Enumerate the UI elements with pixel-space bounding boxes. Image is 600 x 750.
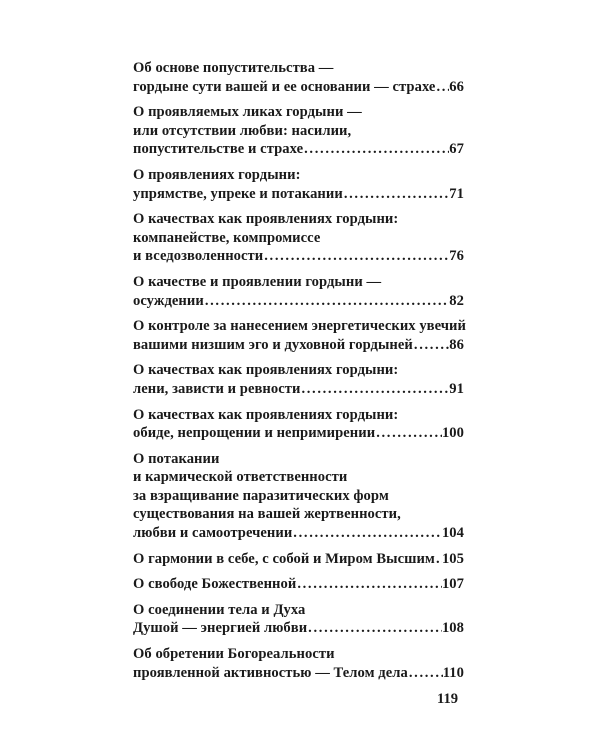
toc-entry-page: 104 <box>441 525 464 542</box>
toc-entry-text: обиде, непрощении и непримирении <box>133 425 376 442</box>
toc-entry-line: О качествах как проявлениях гордыни: <box>133 361 464 380</box>
toc-entry-text: О соединении тела и Духа <box>133 601 306 618</box>
toc-entry-text: существования на вашей жертвенности, <box>133 506 401 523</box>
toc-entry: О соединении тела и Духа Душой — энергией… <box>133 601 464 638</box>
dot-leader <box>413 336 449 355</box>
toc-entry-line: вашими низшим эго и духовной гордыней 86 <box>133 336 464 355</box>
toc-entry-page: 108 <box>441 620 464 637</box>
toc-entry-page: 76 <box>449 248 464 265</box>
toc-entry: О проявлениях гордыни: упрямстве, упреке … <box>133 166 464 203</box>
toc-entry-line: обиде, непрощении и непримирении 100 <box>133 424 464 443</box>
toc-entry-text: гордыне сути вашей и ее основании — стра… <box>133 78 436 95</box>
toc-entry-page: 86 <box>449 336 464 353</box>
toc-entry-page: 82 <box>449 292 464 309</box>
toc-entry-text: О качествах как проявлениях гордыни: <box>133 406 399 423</box>
toc-entry: О качестве и проявлении гордыни — осужден… <box>133 273 464 310</box>
toc-entry-line: О проявлениях гордыни: <box>133 166 464 185</box>
toc-entry: О потакании и кармической ответственности… <box>133 450 464 543</box>
toc-entry-line: существования на вашей жертвенности, <box>133 505 464 524</box>
toc-entry-line: Душой — энергией любви 108 <box>133 619 464 638</box>
toc-entry-text: О свободе Божественной <box>133 576 297 593</box>
toc-entry: О качествах как проявлениях гордыни: обид… <box>133 406 464 443</box>
toc-entry-text: вашими низшим эго и духовной гордыней <box>133 336 413 353</box>
toc-entry-line: осуждении 82 <box>133 292 464 311</box>
toc-entry-line: лени, зависти и ревности 91 <box>133 380 464 399</box>
toc-entry: О качествах как проявлениях гордыни: лени… <box>133 361 464 398</box>
toc-entry-line: и кармической ответственности <box>133 468 464 487</box>
dot-leader <box>408 664 443 683</box>
dot-leader <box>343 185 449 204</box>
toc-entry-line: Об основе попустительства — <box>133 59 464 78</box>
toc-entry-page: 100 <box>441 425 464 442</box>
dot-leader <box>435 78 449 97</box>
toc-entry-text: О гармонии в себе, с собой и Миром Высши… <box>133 550 435 567</box>
table-of-contents: Об основе попустительства — гордыне сути … <box>133 59 466 689</box>
toc-entry-text: О контроле за нанесением энергетических … <box>133 318 466 335</box>
toc-entry-line: Об обретении Богореальности <box>133 645 464 664</box>
toc-entry-line: гордыне сути вашей и ее основании — стра… <box>133 78 464 97</box>
toc-entry-text: проявленной активностью — Телом дела <box>133 664 408 681</box>
toc-entry-text: и вседозволенности <box>133 248 264 265</box>
dot-leader <box>263 247 449 266</box>
toc-entry-line: О качестве и проявлении гордыни — <box>133 273 464 292</box>
toc-entry-line: О контроле за нанесением энергетических … <box>133 317 466 336</box>
toc-entry-page: 107 <box>441 576 464 593</box>
toc-entry-text: осуждении <box>133 292 204 309</box>
toc-entry-text: Об обретении Богореальности <box>133 646 335 663</box>
toc-entry-page: 71 <box>449 185 464 202</box>
dot-leader <box>435 550 442 569</box>
toc-entry-line: О свободе Божественной 107 <box>133 575 464 594</box>
dot-leader <box>296 575 442 594</box>
toc-entry-text: компанействе, компромиссе <box>133 229 321 246</box>
toc-entry-line: О гармонии в себе, с собой и Миром Высши… <box>133 550 464 569</box>
toc-entry-text: лени, зависти и ревности <box>133 380 301 397</box>
dot-leader <box>303 140 449 159</box>
toc-entry-line: любви и самоотречении 104 <box>133 524 464 543</box>
toc-entry-text: любви и самоотречении <box>133 525 293 542</box>
toc-entry-page: 66 <box>449 78 464 95</box>
toc-entry-text: и кармической ответственности <box>133 469 348 486</box>
toc-entry: Об основе попустительства — гордыне сути … <box>133 59 464 96</box>
toc-entry-text: попустительстве и страхе <box>133 141 304 158</box>
toc-entry-text: упрямстве, упреке и потакании <box>133 185 343 202</box>
toc-entry-text: О качестве и проявлении гордыни — <box>133 273 382 290</box>
toc-entry-text: О качествах как проявлениях гордыни: <box>133 211 399 228</box>
toc-entry: Об обретении Богореальности проявленной а… <box>133 645 464 682</box>
toc-entry-line: за взращивание паразитических форм <box>133 487 464 506</box>
toc-entry: О качествах как проявлениях гордыни: комп… <box>133 210 464 266</box>
toc-entry-line: упрямстве, упреке и потакании 71 <box>133 185 464 204</box>
toc-entry-line: О соединении тела и Духа <box>133 601 464 620</box>
toc-entry: О контроле за нанесением энергетических … <box>133 317 466 355</box>
toc-entry-line: О проявляемых ликах гордыни — <box>133 103 464 122</box>
toc-entry-text: О потакании <box>133 450 220 467</box>
toc-entry-line: О качествах как проявлениях гордыни: <box>133 406 464 425</box>
toc-entry-text: О качествах как проявлениях гордыни: <box>133 362 399 379</box>
dot-leader <box>375 424 442 443</box>
dot-leader <box>300 380 449 399</box>
toc-entry-text: О проявляемых ликах гордыни — <box>133 104 362 121</box>
toc-entry-line: О качествах как проявлениях гордыни: <box>133 210 464 229</box>
dot-leader <box>292 524 442 543</box>
dot-leader <box>307 619 442 638</box>
toc-entry-page: 110 <box>442 664 464 681</box>
toc-entry-line: попустительстве и страхе 67 <box>133 140 464 159</box>
toc-entry-text: за взращивание паразитических форм <box>133 487 389 504</box>
toc-entry-page: 67 <box>449 141 464 158</box>
toc-entry-text: или отсутствии любви: насилии, <box>133 122 352 139</box>
toc-entry-line: компанействе, компромиссе <box>133 229 464 248</box>
toc-entry: О свободе Божественной 107 <box>133 575 464 594</box>
toc-entry-text: Об основе попустительства — <box>133 60 334 76</box>
toc-entry: О проявляемых ликах гордыни — или отсутст… <box>133 103 464 159</box>
toc-entry-line: и вседозволенности 76 <box>133 247 464 266</box>
toc-entry-line: проявленной активностью — Телом дела 110 <box>133 664 464 683</box>
toc-entry-page: 91 <box>449 380 464 397</box>
page-number: 119 <box>437 691 459 707</box>
toc-entry-page: 105 <box>441 550 464 567</box>
toc-entry-line: О потакании <box>133 450 464 469</box>
toc-entry: О гармонии в себе, с собой и Миром Высши… <box>133 550 464 569</box>
dot-leader <box>204 292 449 311</box>
toc-entry-text: Душой — энергией любви <box>133 620 308 637</box>
toc-entry-text: О проявлениях гордыни: <box>133 166 301 183</box>
toc-entry-line: или отсутствии любви: насилии, <box>133 122 464 141</box>
